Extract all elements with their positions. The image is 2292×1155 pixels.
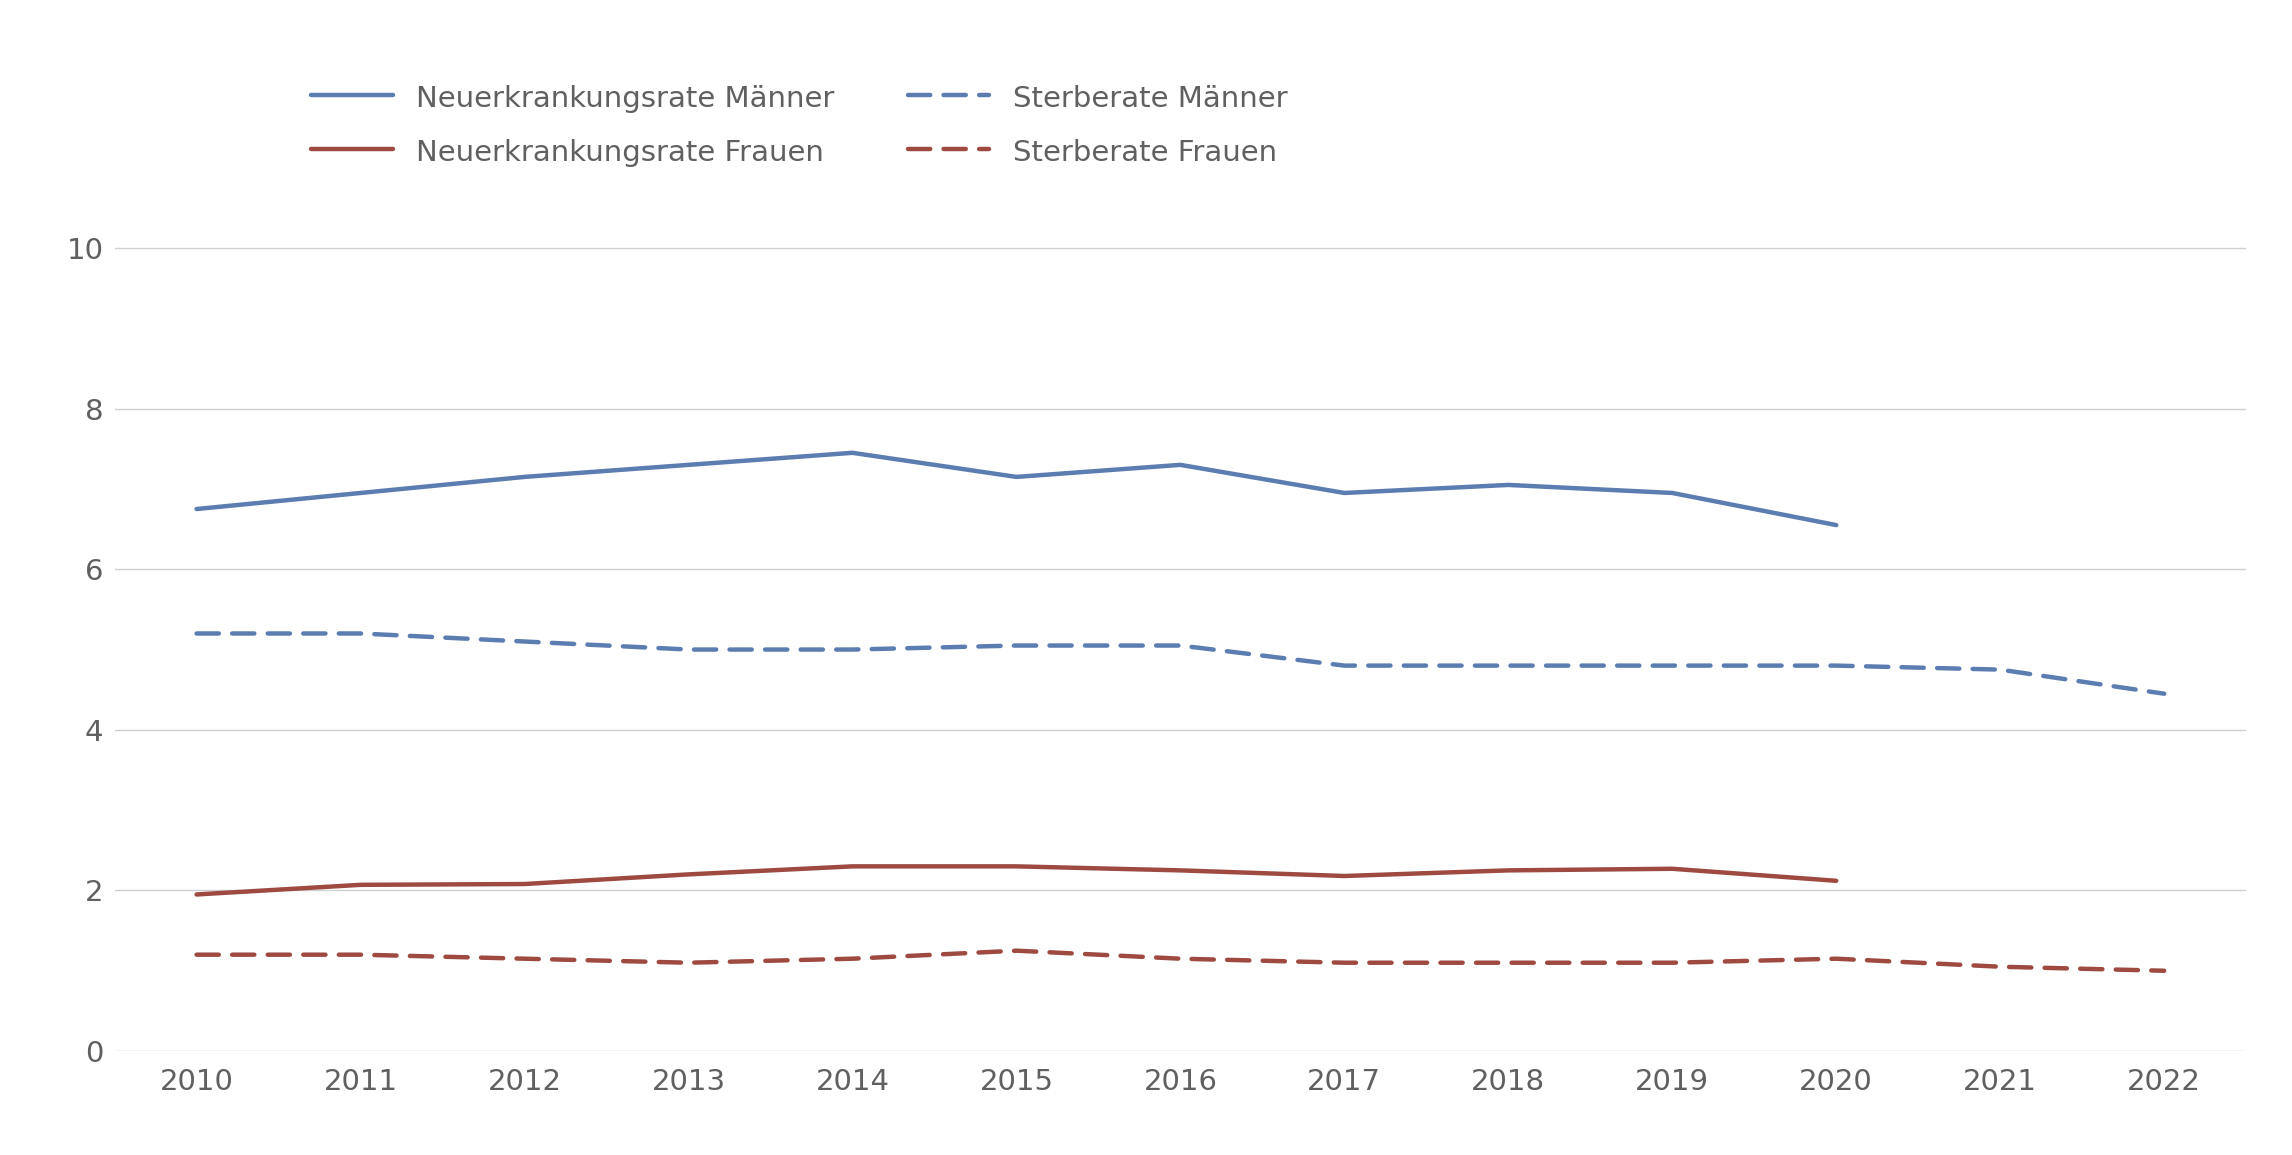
Legend: Neuerkrankungsrate Männer, Neuerkrankungsrate Frauen, Sterberate Männer, Sterber: Neuerkrankungsrate Männer, Neuerkrankung…	[300, 70, 1300, 179]
